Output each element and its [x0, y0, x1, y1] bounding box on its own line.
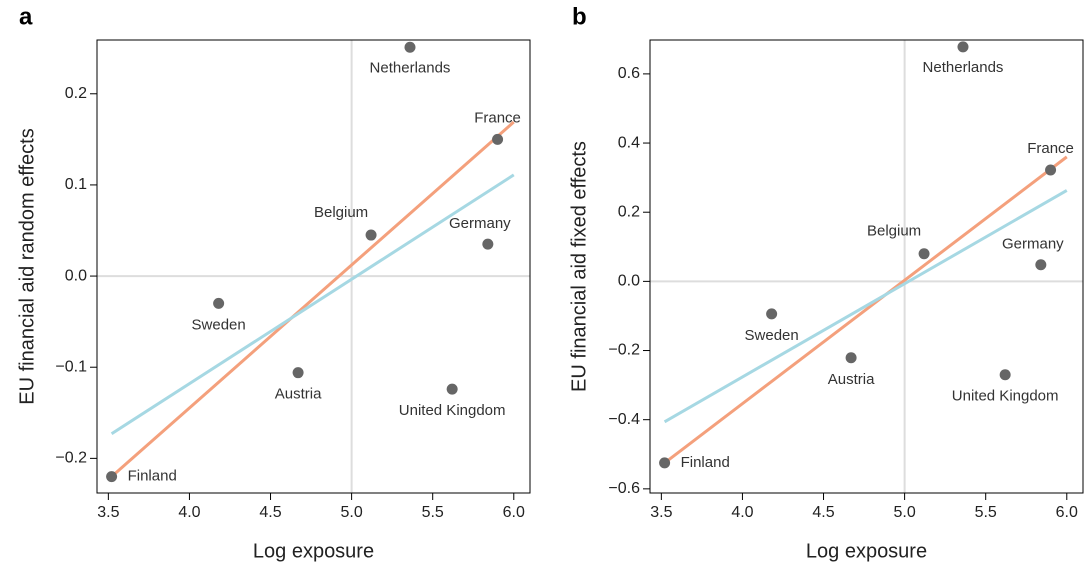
point-label: Finland	[128, 468, 177, 485]
x-axis-label: Log exposure	[806, 540, 927, 562]
point-label: Sweden	[745, 327, 799, 344]
fit-line	[663, 189, 1068, 424]
point-label: Austria	[275, 386, 322, 403]
x-tick-label: 4.5	[259, 504, 281, 521]
plot-frame	[96, 39, 531, 494]
point	[1035, 259, 1047, 271]
point	[492, 133, 504, 145]
y-tick-label: 0.0	[618, 273, 640, 290]
point	[766, 308, 778, 320]
point	[999, 369, 1011, 381]
point	[365, 229, 377, 241]
fit-line	[110, 120, 515, 478]
x-tick-label: 4.0	[731, 504, 753, 521]
x-tick-label: 5.0	[893, 504, 915, 521]
point-label: Finland	[681, 454, 730, 471]
x-tick-label: 3.5	[97, 504, 119, 521]
plot-frame	[649, 39, 1084, 494]
point-label: United Kingdom	[399, 402, 506, 419]
point	[845, 352, 857, 364]
x-tick-label: 4.5	[812, 504, 834, 521]
x-tick-label: 5.5	[422, 504, 444, 521]
point-label: Netherlands	[370, 59, 451, 76]
point	[446, 383, 458, 395]
x-tick-label: 4.0	[178, 504, 200, 521]
y-tick-label: −0.2	[608, 342, 640, 359]
point	[292, 367, 304, 379]
y-tick-label: −0.6	[608, 480, 640, 497]
point-label: Netherlands	[923, 59, 1004, 76]
x-tick-label: 3.5	[650, 504, 672, 521]
point-label: Austria	[828, 371, 875, 388]
point-label: France	[1027, 140, 1074, 157]
y-axis-label: EU financial aid fixed effects	[568, 141, 590, 392]
point-label: Sweden	[192, 316, 246, 333]
point	[106, 471, 118, 483]
x-tick-label: 6.0	[503, 504, 525, 521]
y-tick-label: 0.1	[65, 176, 87, 193]
point-label: Germany	[1002, 236, 1064, 253]
y-tick-label: −0.2	[55, 450, 87, 467]
y-tick-label: −0.1	[55, 358, 87, 375]
panel-letter: b	[572, 3, 587, 30]
point-label: Belgium	[314, 204, 368, 221]
y-tick-label: −0.4	[608, 411, 640, 428]
point	[957, 41, 969, 53]
point-label: Belgium	[867, 223, 921, 240]
x-axis-label: Log exposure	[253, 540, 374, 562]
point	[659, 457, 671, 469]
panel-letter: a	[19, 3, 33, 30]
point-label: France	[474, 109, 521, 126]
y-tick-label: 0.0	[65, 267, 87, 284]
point	[1045, 164, 1057, 176]
point	[213, 297, 225, 309]
x-tick-label: 6.0	[1056, 504, 1078, 521]
y-tick-label: 0.6	[618, 65, 640, 82]
y-tick-label: 0.4	[618, 134, 640, 151]
point-label: Germany	[449, 215, 511, 232]
point-label: United Kingdom	[952, 388, 1059, 405]
y-tick-label: 0.2	[65, 85, 87, 102]
x-tick-label: 5.5	[975, 504, 997, 521]
x-tick-label: 5.0	[340, 504, 362, 521]
y-axis-label: EU financial aid random effects	[16, 128, 38, 404]
point	[404, 41, 416, 53]
fit-line	[663, 155, 1068, 465]
y-tick-label: 0.2	[618, 203, 640, 220]
fit-line	[110, 173, 515, 436]
point	[918, 248, 930, 260]
point	[482, 238, 494, 250]
